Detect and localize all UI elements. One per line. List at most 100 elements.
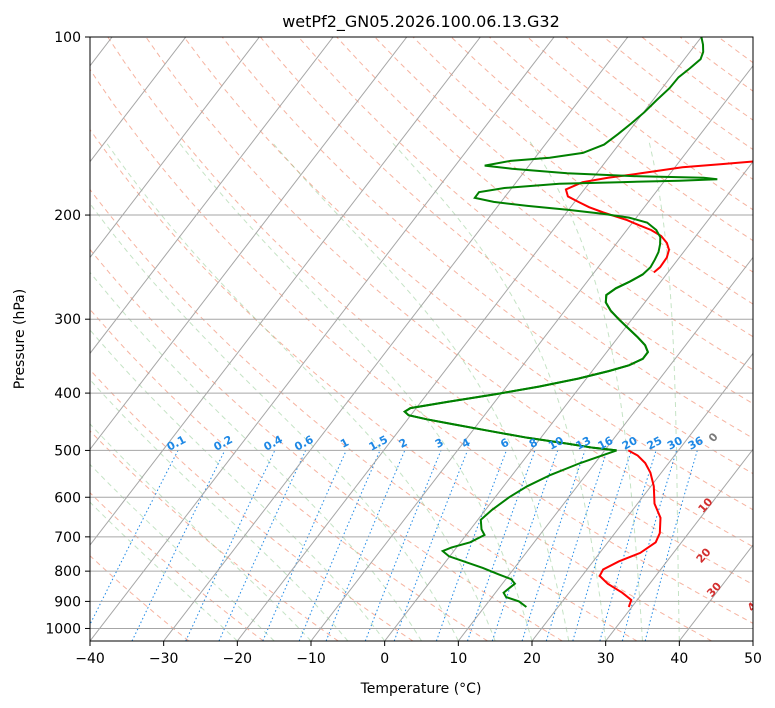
y-tick-label: 1000 xyxy=(45,621,81,637)
dry-adiabat xyxy=(183,37,753,511)
dry-adiabat xyxy=(718,37,753,64)
dry-adiabat xyxy=(412,37,753,305)
mixing-ratio-label: 6 xyxy=(498,436,511,451)
mixing-ratio-line xyxy=(521,450,586,641)
moist-adiabat xyxy=(90,378,349,641)
mixing-ratio-line xyxy=(298,450,381,641)
series-temperature-lower xyxy=(598,449,662,608)
mixing-ratio-line xyxy=(621,450,678,641)
mixing-ratio-line xyxy=(131,450,226,641)
isotherm-line xyxy=(605,448,753,641)
moist-adiabat xyxy=(90,423,312,641)
mixing-ratio-line xyxy=(218,450,307,641)
moist-adiabat-label: 40 xyxy=(745,594,765,614)
x-tick-label: 20 xyxy=(523,651,541,667)
isotherm-line xyxy=(752,640,753,641)
mixing-ratio-label: 2 xyxy=(397,436,410,451)
isobars xyxy=(90,37,753,629)
y-tick-label: 700 xyxy=(54,530,81,546)
series-shared-segment xyxy=(403,273,650,452)
isotherm-line xyxy=(90,37,334,355)
moist-adiabat xyxy=(390,140,607,641)
isotherm-line xyxy=(90,37,187,163)
mixing-ratio-label: 8 xyxy=(527,436,540,451)
moist-adiabat xyxy=(90,501,238,641)
isotherm-line xyxy=(236,37,702,641)
mixing-ratio-label: 20 xyxy=(620,434,640,453)
dry-adiabat xyxy=(90,188,638,641)
dry-adiabat xyxy=(374,37,753,338)
contour-labels: 0.10.20.40.611.52346810131620253036-100-… xyxy=(165,430,765,614)
moist-adiabat xyxy=(90,463,275,641)
y-axis: 100 200 300 400 500 600 700 800 900 1000 xyxy=(45,30,90,637)
series-temperature xyxy=(564,160,753,274)
mixing-ratio-line xyxy=(599,450,657,641)
isotherm-line xyxy=(678,544,753,641)
dry-adiabat xyxy=(90,308,488,641)
series-dewpoint-lower xyxy=(440,449,617,608)
isotherm-line xyxy=(90,37,555,641)
dry-adiabat xyxy=(90,555,190,641)
dry-adiabat xyxy=(756,37,775,641)
x-tick-label: −40 xyxy=(75,651,105,667)
moist-adiabat-label: 10 xyxy=(696,495,716,515)
dry-adiabat xyxy=(90,492,264,641)
isotherms xyxy=(90,37,753,641)
dry-adiabat xyxy=(679,37,753,92)
isotherm-line xyxy=(163,37,629,641)
moist-adiabat-label: 0 xyxy=(706,430,721,445)
x-tick-label: −20 xyxy=(223,651,253,667)
mixing-ratio-label: 4 xyxy=(460,436,473,451)
x-axis-label: Temperature (°C) xyxy=(360,681,482,697)
dry-adiabat xyxy=(90,68,753,624)
mixing-ratio-label: 36 xyxy=(686,434,706,453)
mixing-ratio-line xyxy=(262,450,347,641)
y-tick-label: 100 xyxy=(54,30,81,46)
moist-adiabat-label: 20 xyxy=(694,545,714,565)
y-tick-label: 900 xyxy=(54,594,81,610)
isotherm-line xyxy=(90,37,481,546)
x-tick-label: 50 xyxy=(744,651,762,667)
sounding-series xyxy=(403,37,753,608)
dry-adiabat xyxy=(90,430,339,641)
mixing-ratio-line xyxy=(364,450,442,641)
moist-adiabat-label: 30 xyxy=(704,579,724,599)
y-tick-label: 200 xyxy=(54,208,81,224)
moist-adiabat xyxy=(270,140,570,641)
dry-adiabat xyxy=(90,248,563,641)
isotherm-line xyxy=(457,256,753,641)
x-tick-label: 40 xyxy=(670,651,688,667)
isotherm-line xyxy=(531,352,753,641)
y-tick-label: 400 xyxy=(54,386,81,402)
dry-adiabat xyxy=(260,37,753,439)
moist-adiabat xyxy=(90,202,459,641)
dry-adiabat xyxy=(90,128,712,641)
y-tick-label: 500 xyxy=(54,443,81,459)
x-axis: −40 −30 −20 −10 0 10 20 30 40 50 xyxy=(75,641,762,667)
mixing-ratio-line xyxy=(545,450,608,641)
mixing-ratio-label: 10 xyxy=(546,434,566,453)
mixing-ratio-label: 16 xyxy=(596,434,616,453)
x-tick-label: 0 xyxy=(380,651,389,667)
mixing-ratio-label: 25 xyxy=(645,434,665,453)
y-tick-label: 800 xyxy=(54,564,81,580)
mixing-ratio-label: 13 xyxy=(574,434,594,453)
mixing-ratio-line xyxy=(325,450,406,641)
mixing-ratio-line xyxy=(90,450,179,626)
mixing-ratio-line xyxy=(467,450,536,641)
dry-adiabat xyxy=(107,37,753,586)
mixing-ratio-label: 30 xyxy=(665,434,685,453)
x-tick-label: −30 xyxy=(149,651,179,667)
dry-adiabat xyxy=(450,37,753,273)
isotherm-line xyxy=(90,37,260,259)
mixing-ratio-line xyxy=(572,450,632,641)
x-tick-label: −10 xyxy=(296,651,326,667)
chart-title: wetPf2_GN05.2026.100.06.13.G32 xyxy=(282,12,560,32)
mixing-ratio-line xyxy=(491,450,559,641)
dry-adiabat xyxy=(527,37,753,211)
plot-frame xyxy=(89,36,754,642)
moist-adiabats xyxy=(90,140,680,641)
x-tick-label: 10 xyxy=(449,651,467,667)
x-tick-label: 30 xyxy=(597,651,615,667)
